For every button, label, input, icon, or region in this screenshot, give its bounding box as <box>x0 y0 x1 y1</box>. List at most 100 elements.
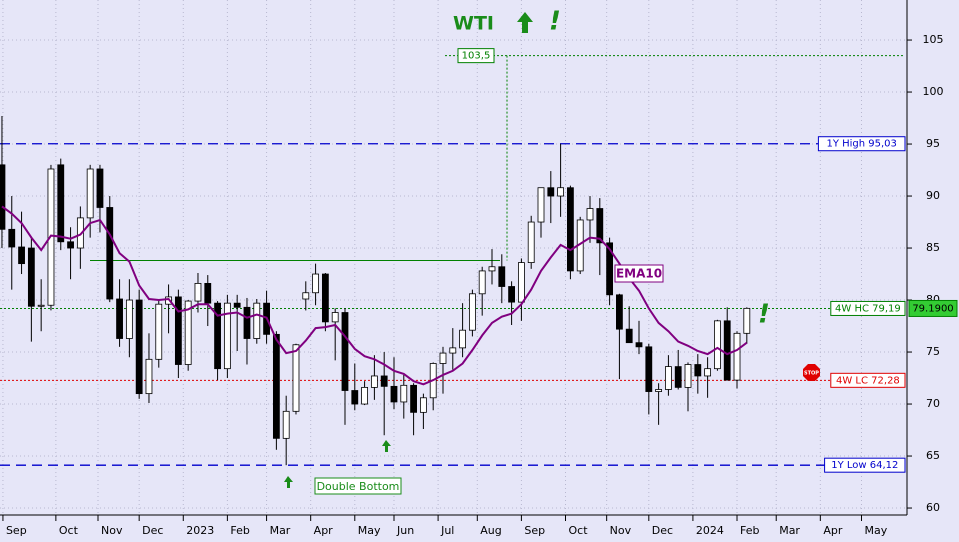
level-label: 1Y Low 64,12 <box>831 460 898 471</box>
x-tick-label: Oct <box>59 524 79 537</box>
candle-body <box>76 217 84 249</box>
candle-body <box>67 241 74 249</box>
candle-body <box>194 282 202 302</box>
y-tick-label: 105 <box>923 33 944 46</box>
y-tick-label: 90 <box>926 189 940 202</box>
y-tick-label: 95 <box>926 137 940 150</box>
pattern-box <box>314 477 402 495</box>
candle-body <box>18 246 25 265</box>
candle-body <box>733 332 741 381</box>
candle-body <box>321 273 329 323</box>
candle-body <box>468 293 476 331</box>
candle-body <box>449 347 457 354</box>
y-tick-label: 60 <box>926 501 940 514</box>
price-tag <box>908 299 958 317</box>
candle-body <box>361 386 368 405</box>
candle-body <box>145 358 153 395</box>
x-tick-label: May <box>358 524 381 537</box>
x-tick-label: May <box>864 524 887 537</box>
candle-body <box>419 397 427 413</box>
candle-body <box>567 187 574 272</box>
stop-sign <box>803 364 820 381</box>
candle-body <box>655 389 663 392</box>
candle-body <box>0 164 6 230</box>
candle-body <box>57 164 65 243</box>
x-tick-label: Nov <box>610 524 632 537</box>
candle-body <box>478 270 486 295</box>
level-box <box>817 136 906 152</box>
candle-body <box>674 366 682 388</box>
candle-body <box>292 344 300 412</box>
price-tag-label: 79.1900 <box>912 303 953 314</box>
candle-body <box>527 221 535 263</box>
candle-body <box>704 368 712 377</box>
y-tick-label: 85 <box>926 241 940 254</box>
candle-body <box>135 299 143 395</box>
x-tick-label: Apr <box>314 524 334 537</box>
x-tick-label: 2023 <box>186 524 214 537</box>
candle-body <box>233 302 241 308</box>
candle-body <box>341 312 349 391</box>
x-tick-label: 2024 <box>696 524 724 537</box>
candle-body <box>557 187 565 197</box>
candle-body <box>410 384 417 413</box>
candle-body <box>694 364 702 377</box>
level-label: 1Y High 95,03 <box>826 139 896 150</box>
candle-body <box>370 375 378 388</box>
candle-body <box>214 302 221 370</box>
candle-body <box>243 306 251 339</box>
candle-body <box>508 286 515 303</box>
candle-body <box>714 320 721 370</box>
ema-label: EMA10 <box>616 267 662 281</box>
candle-body <box>125 299 133 339</box>
candles <box>0 115 751 466</box>
x-tick-label: Oct <box>569 524 589 537</box>
level-box <box>830 300 906 316</box>
candle-body <box>155 303 163 360</box>
candle-body <box>204 282 212 304</box>
candle-body <box>684 364 692 388</box>
target-box <box>457 48 495 64</box>
y-tick-label: 70 <box>926 397 940 410</box>
candle-body <box>723 320 731 381</box>
candle-body <box>547 187 555 197</box>
ema-box <box>614 264 664 283</box>
candle-body <box>390 385 398 403</box>
candle-body <box>116 298 123 339</box>
x-tick-label: Mar <box>779 524 800 537</box>
candle-body <box>517 262 525 303</box>
x-tick-label: Jun <box>396 524 414 537</box>
x-tick-label: Nov <box>101 524 123 537</box>
signal: ! <box>758 300 770 330</box>
x-tick-label: Feb <box>230 524 249 537</box>
candle-body <box>331 312 339 323</box>
stop-label: STOP <box>804 371 819 377</box>
y-tick-label: 65 <box>926 449 940 462</box>
x-tick-label: Feb <box>740 524 759 537</box>
level-box <box>824 457 906 473</box>
candle-body <box>586 208 594 221</box>
candle-body <box>302 292 310 300</box>
candle-body <box>106 207 114 300</box>
candle-body <box>665 366 672 390</box>
candle-body <box>596 208 604 244</box>
candle-body <box>223 302 231 370</box>
x-tick-label: Sep <box>524 524 545 537</box>
candle-body <box>606 242 614 296</box>
levels: 1Y High 95,03 1Y Low 64,12 4W HC 79,19 4W L… <box>0 48 906 473</box>
level-box <box>830 372 906 388</box>
level-label: 4W LC 72,28 <box>836 375 900 386</box>
up-arrow <box>284 476 293 488</box>
x-tick-label: Aug <box>480 524 501 537</box>
candle-body <box>625 328 633 344</box>
x-tick-label: Sep <box>6 524 27 537</box>
candle-body <box>37 304 45 307</box>
candle-body <box>743 307 751 334</box>
x-tick-label: Apr <box>823 524 843 537</box>
x-tick-label: Mar <box>270 524 291 537</box>
pattern-label: Double Bottom <box>317 480 400 493</box>
candle-body <box>174 296 182 365</box>
level-label: 4W HC 79,19 <box>835 303 901 314</box>
up-arrow <box>517 12 533 33</box>
